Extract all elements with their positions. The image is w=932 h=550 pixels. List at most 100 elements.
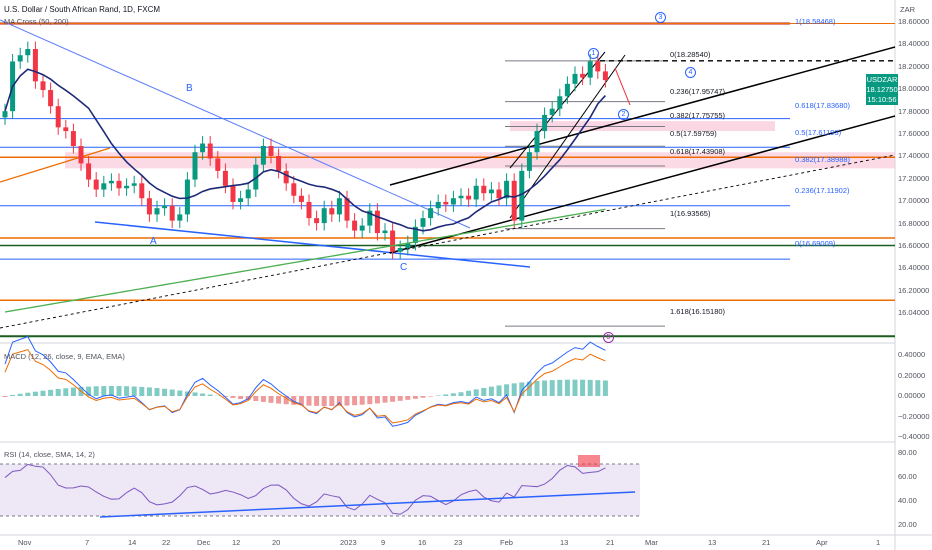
time-tick: 21 [606, 538, 615, 547]
macd-histogram-bar [314, 396, 320, 406]
candle-body [17, 55, 23, 62]
rsi-overbought-marker [578, 455, 600, 467]
orange-ma-segment [0, 147, 111, 183]
time-tick: 22 [162, 538, 171, 547]
macd-histogram-bar [450, 393, 456, 396]
macd-histogram-bar [580, 379, 586, 396]
candle-body [306, 201, 312, 219]
down-arrow [614, 67, 631, 106]
time-tick: 9 [381, 538, 386, 547]
channel-upper-line [389, 46, 896, 186]
macd-histogram-bar [139, 386, 145, 396]
macd-histogram-bar [557, 379, 563, 396]
macd-tick: 0.00000 [898, 391, 926, 400]
time-tick: 16 [418, 538, 427, 547]
macd-histogram-bar [169, 389, 175, 396]
macd-histogram-bar [17, 393, 23, 396]
time-tick: Apr [816, 538, 828, 547]
rsi-tick: 20.00 [898, 520, 917, 529]
macd-histogram-bar [162, 388, 168, 396]
current-symbol-badge: USDZAR [866, 74, 898, 85]
candle-body [519, 170, 525, 221]
candle-body [55, 106, 61, 128]
macd-histogram-bar [542, 380, 548, 396]
macd-histogram-bar [329, 396, 335, 406]
candle-body [405, 243, 411, 248]
candle-body [359, 225, 365, 231]
wave-1-marker: 1 [588, 48, 599, 59]
candle-body [32, 49, 38, 82]
macd-histogram-bar [374, 396, 380, 404]
candle-body [70, 131, 76, 147]
macd-histogram-bar [238, 396, 244, 399]
rsi-band [0, 464, 640, 516]
macd-histogram-bar [428, 396, 434, 397]
candle-body [222, 170, 228, 186]
candle-body [367, 210, 373, 226]
fib-mid-1: 1(16.93565) [670, 209, 711, 218]
candle-body [382, 230, 388, 234]
candle-body [572, 73, 578, 84]
candle-body [154, 208, 160, 215]
macd-histogram-bar [572, 379, 578, 396]
candle-body [496, 189, 502, 199]
candle-body [587, 61, 593, 78]
candle-body [124, 185, 130, 189]
macd-histogram-bar [32, 391, 38, 396]
macd-histogram-bar [25, 392, 31, 396]
macd-histogram-bar [192, 392, 198, 396]
macd-histogram-bar [306, 396, 312, 406]
macd-histogram-bar [2, 396, 8, 397]
candle-body [230, 185, 236, 202]
candle-body [511, 180, 517, 221]
candle-body [40, 81, 46, 91]
macd-histogram-bar [48, 389, 54, 396]
fib-right-0236: 0.236(17.11902) [795, 186, 850, 195]
channel-lower-line [389, 115, 896, 254]
candle-body [291, 183, 297, 196]
macd-histogram-bar [443, 394, 449, 396]
macd-histogram-bar [336, 396, 342, 406]
macd-histogram-bar [124, 386, 130, 396]
macd-histogram-bar [101, 386, 107, 396]
price-tick: 16.40000 [898, 263, 930, 273]
fib-mid-1618: 1.618(16.15180) [670, 307, 726, 316]
price-tick: 18.00000 [898, 84, 930, 94]
macd-histogram-bar [116, 386, 122, 396]
candle-body [314, 218, 320, 224]
time-tick: 1 [876, 538, 881, 547]
wave-5-marker: 5 [603, 332, 614, 343]
candle-body [435, 201, 441, 209]
candle-body [146, 198, 152, 215]
macd-histogram-bar [359, 396, 365, 405]
rsi-trend-line [99, 491, 636, 518]
time-tick: Feb [500, 538, 513, 547]
macd-histogram-bar [146, 387, 152, 396]
candle-body [184, 179, 190, 215]
candle-body [329, 208, 335, 215]
time-tick: 13 [708, 538, 717, 547]
macd-histogram-bar [70, 387, 76, 396]
macd-histogram-bar [390, 396, 396, 402]
candle-body [352, 220, 358, 231]
time-tick: 21 [762, 538, 771, 547]
candle-body [488, 189, 494, 194]
wave-4-marker: 4 [685, 67, 696, 78]
time-tick: 23 [454, 538, 463, 547]
candle-body [139, 183, 145, 199]
candle-body [25, 49, 31, 56]
wave-a-label: A [150, 236, 157, 247]
price-tick: 17.80000 [898, 106, 930, 116]
currency-label: ZAR [900, 5, 915, 14]
macd-histogram-bar [519, 382, 525, 396]
macd-histogram-bar [283, 396, 289, 405]
macd-histogram-bar [40, 390, 46, 396]
wave-c-label: C [400, 262, 408, 273]
candle-body [162, 205, 168, 209]
macd-histogram-bar [86, 386, 92, 396]
macd-histogram-bar [488, 386, 494, 396]
time-tick: Dec [197, 538, 211, 547]
macd-histogram-bar [534, 381, 540, 396]
fib-right-0: 0(16.69009) [795, 239, 836, 248]
